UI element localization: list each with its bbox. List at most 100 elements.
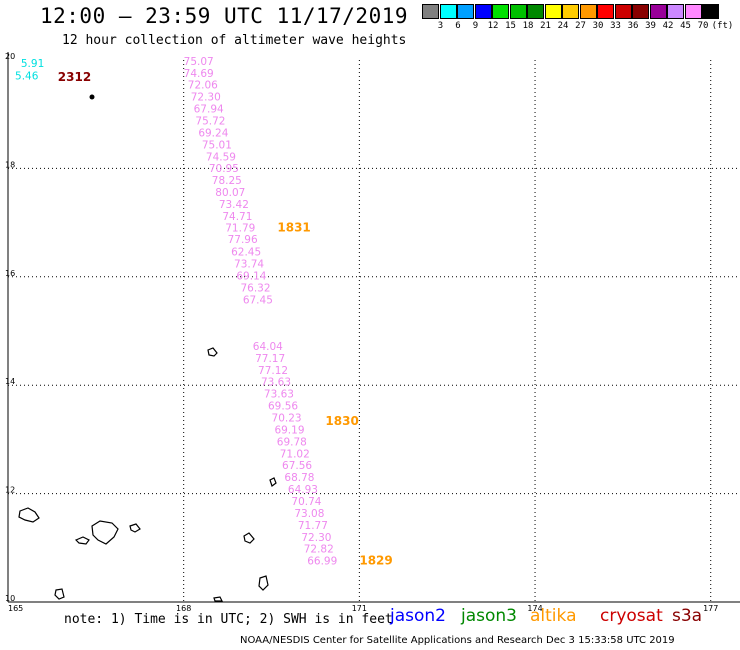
wave-height-value: 77.12 bbox=[258, 365, 288, 377]
colorbar-swatch bbox=[597, 4, 614, 19]
colorbar-tick-label: 27 bbox=[575, 21, 586, 31]
longitude-tick-label: 177 bbox=[703, 604, 718, 613]
pass-time-label: 2312 bbox=[58, 70, 91, 84]
page-title: 12:00 – 23:59 UTC 11/17/2019 bbox=[40, 4, 409, 28]
colorbar-tick-label: 12 bbox=[487, 21, 499, 31]
colorbar-tick-label: 6 bbox=[455, 21, 461, 31]
wave-height-value: 72.82 bbox=[304, 544, 334, 556]
wave-height-value: 69.19 bbox=[274, 424, 304, 436]
wave-height-value: 76.32 bbox=[240, 282, 270, 294]
wave-height-value: 73.74 bbox=[234, 259, 264, 271]
wave-height-value: 77.96 bbox=[228, 234, 258, 246]
island-outline bbox=[89, 94, 95, 100]
wave-height-value: 68.78 bbox=[284, 472, 314, 484]
wave-height-value: 62.45 bbox=[231, 247, 261, 259]
wave-height-value: 73.42 bbox=[219, 199, 249, 211]
latitude-tick-label: 10 bbox=[5, 594, 15, 603]
wave-height-value: 72.30 bbox=[301, 532, 331, 544]
wave-height-observations: 5.915.4675.0774.6972.0672.3067.9475.7269… bbox=[15, 56, 337, 568]
colorbar-swatch bbox=[527, 4, 544, 19]
colorbar-swatch bbox=[457, 4, 474, 19]
wave-height-value: 75.72 bbox=[195, 115, 225, 127]
colorbar-tick-label: 24 bbox=[557, 21, 569, 31]
wave-height-value: 64.04 bbox=[253, 341, 283, 353]
latitude-tick-label: 12 bbox=[5, 486, 15, 495]
island-outline bbox=[129, 523, 141, 533]
satellite-label-jason2: jason2 bbox=[390, 606, 446, 626]
longitude-tick-label: 168 bbox=[176, 604, 191, 613]
longitude-tick-label: 171 bbox=[352, 604, 367, 613]
island-outline bbox=[74, 536, 90, 545]
wave-height-value: 72.06 bbox=[188, 80, 218, 92]
wave-height-value: 72.30 bbox=[191, 92, 221, 104]
satellite-label-cryosat: cryosat bbox=[600, 606, 663, 626]
colorbar-swatch bbox=[562, 4, 579, 19]
island-outline bbox=[269, 477, 277, 487]
wave-height-value: 69.78 bbox=[277, 436, 307, 448]
colorbar-tick-label: 70 bbox=[697, 21, 709, 31]
colorbar-swatch bbox=[684, 4, 702, 19]
wave-height-value: 75.07 bbox=[184, 56, 214, 68]
wave-height-value: 70.74 bbox=[291, 496, 321, 508]
colorbar-tick-label: 33 bbox=[610, 21, 621, 31]
satellite-label-s3a: s3a bbox=[672, 606, 703, 626]
wave-height-value: 67.94 bbox=[194, 104, 224, 116]
colorbar-tick-label: 18 bbox=[522, 21, 534, 31]
wave-height-value: 67.56 bbox=[282, 460, 312, 472]
satellite-label-altika: altika bbox=[530, 606, 577, 626]
wave-height-value: 73.63 bbox=[264, 389, 294, 401]
longitude-tick-label: 174 bbox=[527, 604, 542, 613]
colorbar-swatch bbox=[474, 4, 492, 19]
wave-height-value: 75.01 bbox=[202, 139, 232, 151]
island-outline bbox=[258, 575, 269, 591]
colorbar-swatch bbox=[509, 4, 527, 19]
wave-height-value: 71.02 bbox=[280, 448, 310, 460]
wave-height-value: 5.46 bbox=[15, 71, 39, 83]
wave-height-value: 80.07 bbox=[215, 187, 245, 199]
wave-height-value: 74.59 bbox=[206, 151, 236, 163]
island-outlines bbox=[18, 94, 277, 602]
island-outline bbox=[91, 520, 119, 545]
wave-height-value: 70.95 bbox=[209, 163, 239, 175]
colorbar-unit-label: (ft) bbox=[711, 21, 734, 31]
colorbar-tick-label: 30 bbox=[592, 21, 604, 31]
wave-height-value: 74.71 bbox=[222, 211, 252, 223]
colorbar-tick-label: 3 bbox=[437, 21, 444, 31]
colorbar-tick-label: 39 bbox=[645, 21, 656, 31]
wave-height-value: 67.45 bbox=[243, 294, 273, 306]
footer-credit: NOAA/NESDIS Center for Satellite Applica… bbox=[240, 635, 675, 646]
colorbar-swatch bbox=[667, 4, 684, 19]
satellite-label-jason3: jason3 bbox=[461, 606, 517, 626]
wave-height-value: 70.23 bbox=[272, 413, 302, 425]
colorbar-swatch bbox=[702, 4, 719, 19]
pass-time-label: 1831 bbox=[277, 220, 310, 234]
wave-height-value: 69.14 bbox=[236, 271, 266, 283]
colorbar-tick-label: 15 bbox=[505, 21, 516, 31]
wave-height-value: 74.69 bbox=[184, 68, 214, 80]
wave-height-value: 71.77 bbox=[298, 520, 328, 532]
wave-height-value: 73.63 bbox=[261, 377, 291, 389]
colorbar-swatch bbox=[579, 4, 597, 19]
latitude-tick-label: 18 bbox=[5, 160, 15, 169]
colorbar-tick-label: 9 bbox=[472, 21, 479, 31]
wave-height-value: 77.17 bbox=[255, 353, 285, 365]
wave-height-value: 73.08 bbox=[294, 508, 324, 520]
colorbar-tick-label: 45 bbox=[680, 21, 691, 31]
colorbar-swatch bbox=[632, 4, 649, 19]
map-gridlines bbox=[8, 60, 740, 602]
pass-time-labels: 2312 1831 1830 1829 bbox=[58, 70, 393, 567]
island-outline bbox=[18, 507, 40, 523]
colorbar-tick-label: 36 bbox=[627, 21, 639, 31]
wave-height-value: 64.93 bbox=[288, 484, 318, 496]
latitude-tick-label: 16 bbox=[5, 269, 15, 278]
longitude-tick-label: 165 bbox=[8, 604, 23, 613]
island-outline bbox=[54, 588, 65, 600]
wave-height-value: 78.25 bbox=[212, 175, 242, 187]
island-outline bbox=[207, 347, 218, 357]
colorbar-swatch bbox=[422, 4, 439, 19]
wave-height-value: 71.79 bbox=[225, 222, 255, 234]
colorbar-tick-label: 42 bbox=[662, 21, 674, 31]
page-subtitle: 12 hour collection of altimeter wave hei… bbox=[62, 33, 407, 48]
